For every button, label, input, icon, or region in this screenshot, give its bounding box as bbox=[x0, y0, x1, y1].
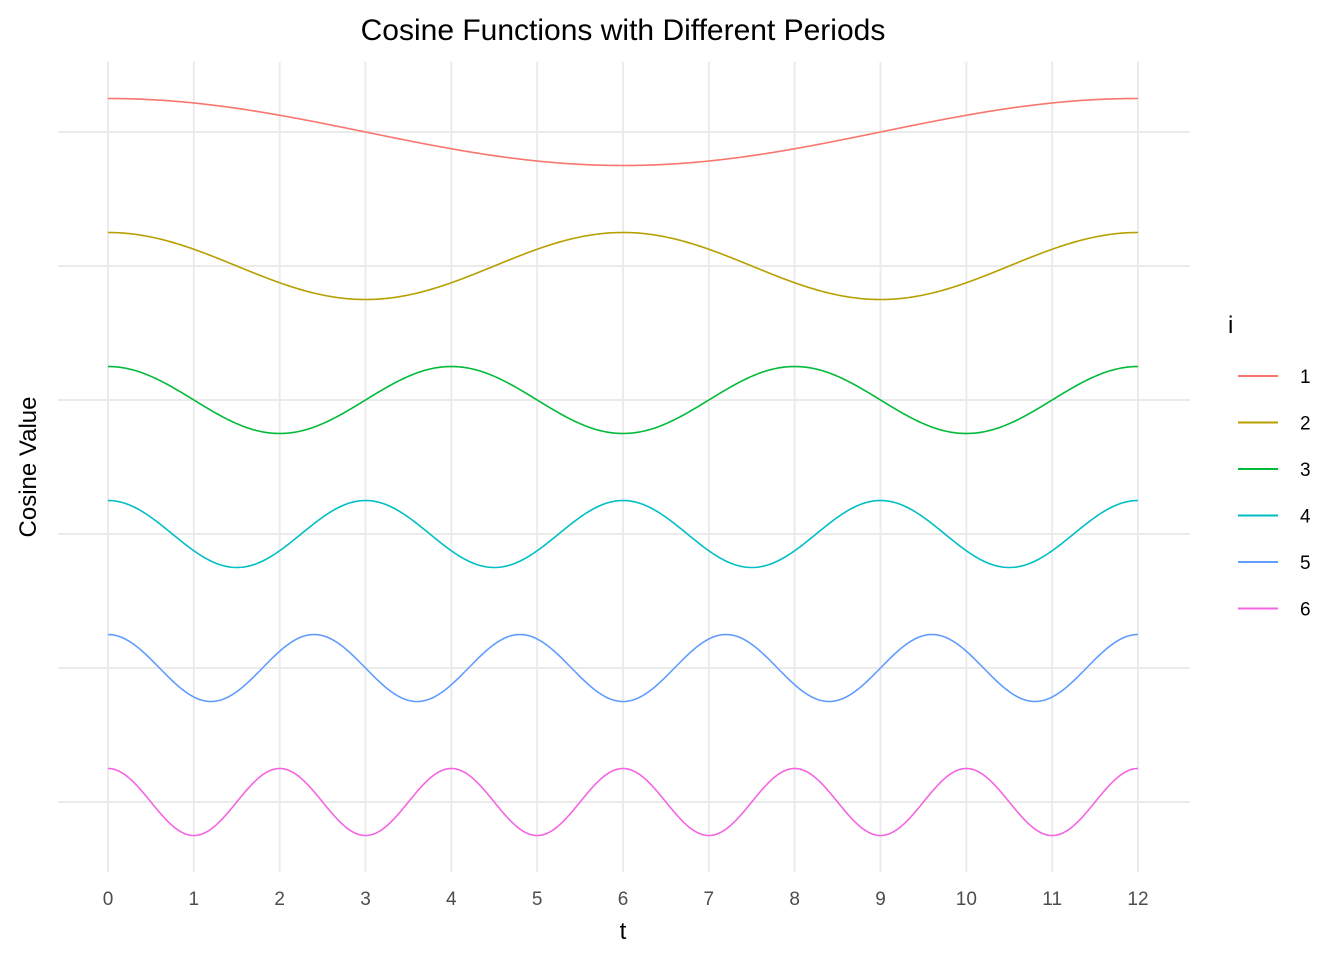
x-tick-label: 2 bbox=[274, 889, 285, 910]
legend-label-3: 3 bbox=[1300, 460, 1311, 481]
series-line-6 bbox=[107, 767, 1139, 837]
legend-items: 1 2 3 4 5 6 bbox=[1238, 367, 1311, 621]
x-axis-ticks: 0 1 2 3 4 5 6 7 8 9 10 11 12 bbox=[103, 889, 1149, 910]
chart-title: Cosine Functions with Different Periods bbox=[361, 14, 886, 47]
x-tick-label: 10 bbox=[956, 889, 977, 910]
x-tick-label: 0 bbox=[103, 889, 114, 910]
x-tick-label: 8 bbox=[789, 889, 800, 910]
series-line-4 bbox=[107, 499, 1139, 569]
series-line-5 bbox=[107, 633, 1139, 703]
x-axis-title: t bbox=[620, 918, 627, 945]
legend-label-5: 5 bbox=[1300, 553, 1311, 574]
x-tick-label: 1 bbox=[189, 889, 200, 910]
legend-label-1: 1 bbox=[1300, 367, 1311, 388]
series-lines bbox=[107, 97, 1139, 837]
x-tick-label: 4 bbox=[446, 889, 457, 910]
series-line-1 bbox=[108, 97, 1138, 167]
legend: i 1 2 3 4 5 6 bbox=[1228, 312, 1311, 621]
legend-label-6: 6 bbox=[1300, 600, 1311, 621]
x-tick-label: 7 bbox=[704, 889, 715, 910]
series-line-2 bbox=[107, 231, 1139, 301]
legend-title: i bbox=[1228, 312, 1233, 339]
series-line-3 bbox=[107, 365, 1139, 435]
x-tick-label: 3 bbox=[360, 889, 371, 910]
y-axis-title: Cosine Value bbox=[15, 397, 42, 538]
x-tick-label: 5 bbox=[532, 889, 543, 910]
legend-label-4: 4 bbox=[1300, 507, 1311, 528]
x-tick-label: 11 bbox=[1042, 889, 1062, 910]
x-tick-label: 9 bbox=[875, 889, 886, 910]
x-tick-label: 6 bbox=[618, 889, 629, 910]
legend-label-2: 2 bbox=[1300, 414, 1311, 435]
x-tick-label: 12 bbox=[1127, 889, 1148, 910]
grid bbox=[58, 62, 1190, 872]
